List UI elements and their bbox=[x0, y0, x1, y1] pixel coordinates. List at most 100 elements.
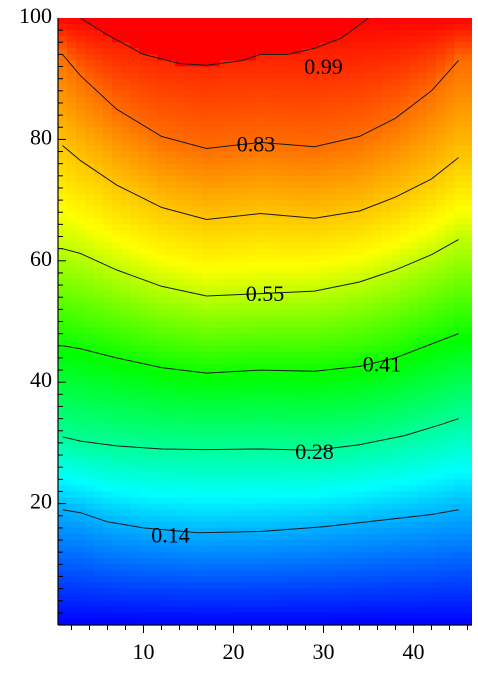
heat-cell bbox=[265, 194, 275, 201]
heat-cell bbox=[292, 509, 302, 517]
heat-cell bbox=[112, 473, 122, 480]
heat-cell bbox=[283, 163, 293, 171]
heat-cell bbox=[166, 600, 176, 608]
heat-cell bbox=[202, 497, 212, 505]
heat-cell bbox=[346, 357, 356, 365]
heat-cell bbox=[211, 72, 221, 80]
heat-cell bbox=[337, 127, 347, 134]
heat-cell bbox=[211, 521, 221, 529]
heat-cell bbox=[202, 151, 212, 159]
heat-cell bbox=[328, 279, 338, 286]
heat-cell bbox=[418, 18, 428, 25]
heat-cell bbox=[454, 157, 464, 165]
heat-cell bbox=[58, 72, 68, 80]
heat-cell bbox=[157, 388, 167, 395]
heat-cell bbox=[337, 394, 347, 402]
heat-cell bbox=[58, 424, 68, 432]
heat-cell bbox=[418, 357, 428, 365]
heat-cell bbox=[445, 527, 455, 535]
heat-cell bbox=[400, 448, 410, 456]
heat-cell bbox=[193, 297, 203, 304]
heat-cell bbox=[166, 139, 176, 147]
heat-cell bbox=[283, 266, 293, 274]
heat-cell bbox=[166, 612, 176, 620]
heat-cell bbox=[355, 382, 365, 389]
heat-cell bbox=[301, 266, 311, 274]
heat-cell bbox=[202, 181, 212, 189]
heat-cell bbox=[148, 436, 158, 444]
heat-cell bbox=[193, 382, 203, 389]
heat-cell bbox=[382, 339, 392, 347]
heat-cell bbox=[157, 48, 167, 56]
heat-cell bbox=[202, 527, 212, 535]
heat-cell bbox=[337, 582, 347, 590]
heat-cell bbox=[391, 357, 401, 365]
heat-cell bbox=[103, 485, 113, 493]
heat-cell bbox=[427, 503, 437, 511]
heat-cell bbox=[76, 564, 86, 571]
heat-cell bbox=[103, 54, 113, 62]
heat-cell bbox=[58, 527, 68, 535]
heat-cell bbox=[382, 200, 392, 207]
heat-cell bbox=[346, 230, 356, 238]
heat-cell bbox=[130, 84, 140, 92]
heat-cell bbox=[463, 321, 472, 329]
heat-cell bbox=[364, 491, 374, 499]
heat-cell bbox=[139, 351, 149, 359]
heat-cell bbox=[436, 546, 446, 553]
heat-cell bbox=[247, 175, 257, 183]
heat-cell bbox=[139, 588, 149, 596]
heat-cell bbox=[382, 388, 392, 395]
heat-cell bbox=[166, 436, 176, 444]
heat-cell bbox=[202, 218, 212, 225]
heat-cell bbox=[58, 297, 68, 304]
heat-cell bbox=[436, 242, 446, 250]
heat-cell bbox=[220, 115, 230, 122]
heat-cell bbox=[220, 546, 230, 553]
heat-cell bbox=[319, 42, 329, 49]
heat-cell bbox=[283, 175, 293, 183]
heat-cell bbox=[238, 224, 248, 232]
heat-cell bbox=[292, 339, 302, 347]
heat-cell bbox=[193, 279, 203, 286]
heat-cell bbox=[229, 461, 239, 468]
heat-cell bbox=[328, 321, 338, 329]
heat-cell bbox=[301, 363, 311, 371]
heat-cell bbox=[166, 151, 176, 159]
heat-cell bbox=[364, 218, 374, 225]
heat-cell bbox=[211, 491, 221, 499]
heat-cell bbox=[202, 388, 212, 395]
heat-cell bbox=[454, 133, 464, 140]
heat-cell bbox=[121, 187, 131, 195]
heat-cell bbox=[121, 473, 131, 480]
heat-cell bbox=[103, 491, 113, 499]
heat-cell bbox=[364, 90, 374, 98]
heat-cell bbox=[103, 66, 113, 74]
heat-cell bbox=[328, 54, 338, 62]
heat-cell bbox=[436, 109, 446, 116]
heat-cell bbox=[337, 448, 347, 456]
heat-cell bbox=[76, 115, 86, 122]
heat-cell bbox=[76, 218, 86, 225]
heat-cell bbox=[373, 303, 383, 310]
heat-cell bbox=[337, 181, 347, 189]
heat-cell bbox=[418, 564, 428, 571]
heat-cell bbox=[229, 558, 239, 565]
heat-cell bbox=[220, 175, 230, 183]
heat-cell bbox=[328, 588, 338, 596]
heat-cell bbox=[76, 109, 86, 116]
heat-cell bbox=[67, 503, 77, 511]
heat-cell bbox=[301, 546, 311, 553]
heat-cell bbox=[265, 558, 275, 565]
heat-cell bbox=[202, 400, 212, 408]
heat-cell bbox=[445, 96, 455, 104]
heat-cell bbox=[157, 479, 167, 486]
heat-cell bbox=[193, 72, 203, 80]
heat-cell bbox=[382, 279, 392, 286]
heat-cell bbox=[184, 527, 194, 535]
heat-cell bbox=[391, 594, 401, 602]
heat-cell bbox=[112, 448, 122, 456]
heat-cell bbox=[166, 400, 176, 408]
heat-cell bbox=[175, 66, 185, 74]
heat-cell bbox=[454, 96, 464, 104]
